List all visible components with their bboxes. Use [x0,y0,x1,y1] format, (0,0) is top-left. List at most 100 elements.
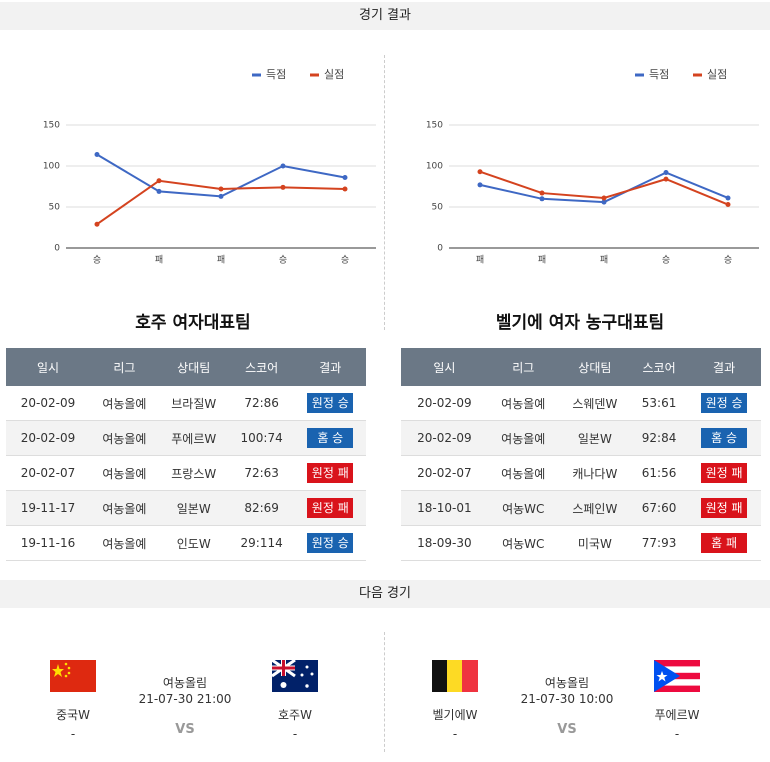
cell: 여농올예 [90,490,159,526]
result-badge: 원정 패 [307,463,354,483]
data-point [218,193,224,199]
cell: 여농WC [487,525,559,561]
cell: 77:93 [630,525,688,561]
data-point [218,186,224,192]
data-point [156,188,162,194]
legend-label: 실점 [707,68,727,81]
table-row: 18-09-30 여농WC 미국W 77:93 홈 패 [401,525,761,561]
table-row: 20-02-07 여농올예 프랑스W 72:63 원정 패 [6,455,366,491]
divider [384,632,385,752]
x-tick-label: 패 [155,255,163,266]
cell: 미국W [558,525,631,561]
next-game: 벨기에W - 여농올림 21-07-30 10:00 VS 푸에르W - [384,650,764,750]
column-header: 리그 [90,348,159,386]
cell: 원정 패 [687,455,761,491]
cell: 일본W [158,490,229,526]
team-title: 호주 여자대표팀 [135,313,251,333]
result-badge: 원정 패 [701,463,748,483]
result-badge: 홈 패 [701,533,748,553]
data-point [342,186,348,192]
divider [384,55,385,330]
cell: 여농올예 [90,386,159,421]
flag [432,660,478,692]
cell: 여농올예 [90,420,159,456]
data-point [601,199,607,205]
table-row: 20-02-09 여농올예 일본W 92:84 홈 승 [401,420,761,456]
game-info: 여농올림 21-07-30 10:00 [517,675,617,707]
team-rank: - [292,727,298,741]
column-header: 상대팀 [558,348,631,386]
x-tick-label: 승 [662,255,670,266]
legend-label: 득점 [266,68,286,81]
away-team: 호주W - [240,660,350,741]
column-header: 스코어 [630,348,688,386]
flag [272,660,318,692]
cell: 홈 승 [294,420,366,456]
cell: 여농올예 [90,455,159,491]
cell: 20-02-09 [401,420,488,456]
data-point [725,202,731,208]
y-tick-label: 50 [49,203,61,213]
cell: 스웨덴W [558,386,631,421]
cell: 인도W [158,525,229,561]
cell: 원정 패 [294,490,366,526]
x-tick-label: 패 [217,255,225,266]
y-tick-label: 150 [426,121,443,131]
header-row: 일시 리그 상대팀 스코어 결과 [6,348,366,386]
cell: 여농WC [487,490,559,526]
cell: 20-02-09 [401,386,488,421]
chart: 0 50 100 150 패 패 패 승 승 득점 실점 [426,68,759,266]
table-row: 20-02-09 여농올예 스웨덴W 53:61 원정 승 [401,386,761,421]
result-badge: 홈 승 [701,428,748,448]
cell: 원정 패 [294,455,366,491]
data-point [477,182,483,188]
table-row: 18-10-01 여농WC 스페인W 67:60 원정 패 [401,490,761,526]
league: 여농올림 [162,676,208,690]
cell: 72:63 [228,455,295,491]
data-point [663,176,669,182]
table-row: 19-11-17 여농올예 일본W 82:69 원정 패 [6,490,366,526]
column-header: 스코어 [228,348,295,386]
data-point [601,195,607,201]
cell: 92:84 [630,420,688,456]
cell: 20-02-07 [6,455,91,491]
chart: 0 50 100 150 승 패 패 승 승 득점 실점 [43,68,376,266]
data-point [663,170,669,176]
x-tick-label: 패 [600,255,608,266]
table-row: 20-02-09 여농올예 푸에르W 100:74 홈 승 [6,420,366,456]
cell: 72:86 [228,386,295,421]
data-point [342,174,348,180]
result-badge: 홈 승 [307,428,354,448]
column-header: 리그 [487,348,559,386]
y-tick-label: 50 [432,203,444,213]
datetime: 21-07-30 10:00 [520,692,614,706]
data-point [539,190,545,196]
cell: 19-11-16 [6,525,91,561]
data-point [280,184,286,190]
cell: 푸에르W [158,420,229,456]
x-tick-label: 승 [341,255,349,266]
team-name: 호주W [278,708,312,722]
cell: 원정 패 [687,490,761,526]
data-point [156,178,162,184]
y-tick-label: 150 [43,121,60,131]
cell: 원정 승 [294,525,366,561]
cell: 18-10-01 [401,490,488,526]
cell: 67:60 [630,490,688,526]
section-header: 다음 경기 [0,580,770,608]
table-row: 20-02-07 여농올예 캐나다W 61:56 원정 패 [401,455,761,491]
data-point [477,169,483,175]
cell: 원정 승 [687,386,761,421]
data-point [94,221,100,227]
cell: 100:74 [228,420,295,456]
section-header: 경기 결과 [0,2,770,30]
team-name: 벨기에W [432,708,478,722]
y-tick-label: 0 [437,244,443,254]
data-point [280,163,286,169]
vs: VS [175,722,195,737]
team-name: 푸에르W [654,708,700,722]
cell: 53:61 [630,386,688,421]
column-header: 상대팀 [158,348,229,386]
legend-label: 실점 [324,68,344,81]
cell: 20-02-07 [401,455,488,491]
